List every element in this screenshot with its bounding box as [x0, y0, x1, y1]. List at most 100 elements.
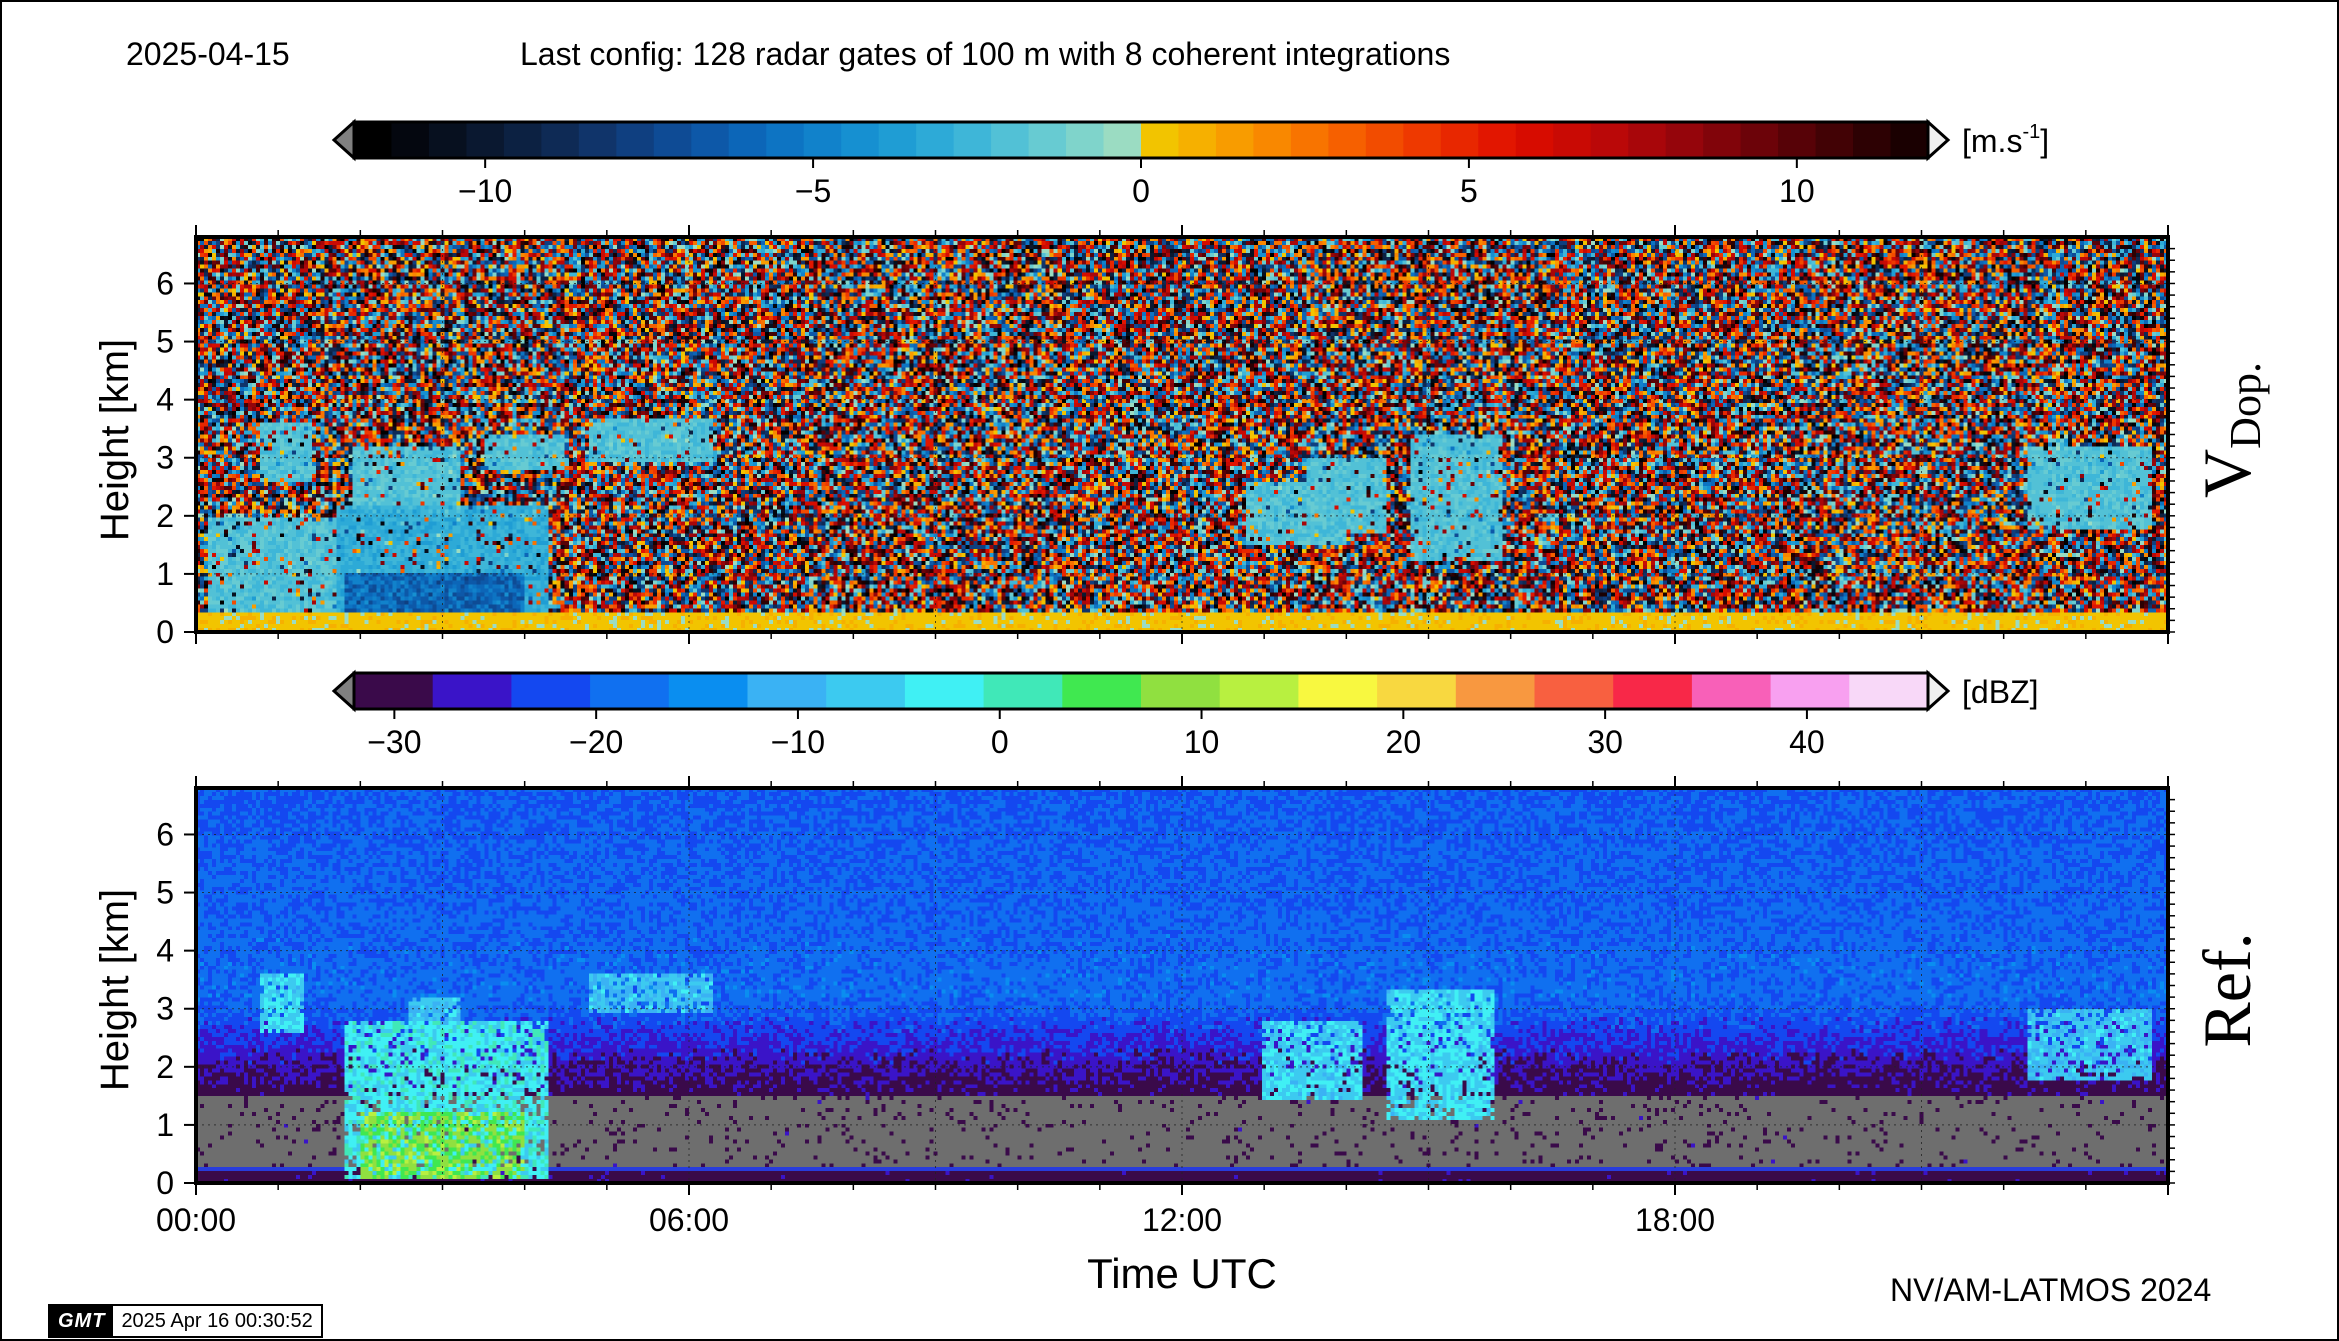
colorbar-cell	[1103, 122, 1142, 158]
colorbar-cell	[1377, 673, 1457, 709]
colorbar-tick-label: 5	[1460, 173, 1478, 209]
y-tick-label: 0	[156, 614, 174, 650]
y-tick-label: 0	[156, 1165, 174, 1201]
colorbar-cell	[668, 673, 749, 709]
colorbar-cell	[432, 673, 512, 709]
heatmap-image	[196, 788, 2168, 1183]
colorbar-cell	[1290, 122, 1329, 158]
doppler-ylabel: Height [km]	[93, 339, 137, 541]
colorbar-cell	[1298, 673, 1378, 709]
colorbar-cell	[878, 122, 917, 158]
colorbar-cell	[916, 122, 955, 158]
colorbar-cell	[826, 673, 906, 709]
colorbar-cell	[1613, 673, 1693, 709]
colorbar-cell	[1815, 122, 1854, 158]
colorbar-cell	[616, 122, 655, 158]
doppler-unit-base: [m.s	[1962, 123, 2022, 159]
x-tick-label: 00:00	[156, 1202, 236, 1238]
colorbar-cell	[691, 122, 730, 158]
doppler-colorbar: −10 −5 0 5 10 [m.s-1]	[331, 118, 2049, 209]
colorbar-cell	[991, 122, 1030, 158]
doppler-title-main: V	[2189, 449, 2265, 498]
colorbar-cell	[1740, 122, 1779, 158]
colorbar-cell	[1691, 673, 1772, 709]
colorbar-cell	[1770, 673, 1850, 709]
reflectivity-panel: 0 1 2 3 4 5 6 00:00 06:00 12:00 18:00 Height [km]…	[93, 776, 2265, 1297]
y-tick-label: 1	[156, 1107, 174, 1143]
y-tick-label: 2	[156, 498, 174, 534]
colorbar-cell	[1515, 122, 1554, 158]
colorbar-tick-label: 10	[1779, 173, 1815, 209]
colorbar-left-arrow	[331, 669, 356, 713]
colorbar-cell	[590, 673, 670, 709]
colorbar-cell	[1553, 122, 1592, 158]
colorbar-cell	[511, 673, 591, 709]
colorbar-cell	[1328, 122, 1367, 158]
reflectivity-panel-title: Ref.	[2189, 932, 2265, 1047]
colorbar-cell	[1365, 122, 1404, 158]
credit-label: NV/AM-LATMOS 2024	[1890, 1272, 2212, 1308]
colorbar-cell	[1849, 673, 1929, 709]
colorbar-cell	[578, 122, 617, 158]
colorbar-cell	[1253, 122, 1292, 158]
colorbar-cell	[354, 122, 393, 158]
y-tick-label: 3	[156, 440, 174, 476]
colorbar-tick-label: −10	[771, 724, 825, 760]
y-tick-label: 5	[156, 875, 174, 911]
gmt-time-text: 2025 Apr 16 00:30:52	[121, 1309, 313, 1332]
doppler-unit-label: [m.s-1]	[1962, 121, 2049, 159]
colorbar-right-arrow	[1926, 669, 1951, 713]
colorbar-tick-label: 40	[1789, 724, 1825, 760]
reflectivity-colorbar: −30 −20 −10 0 10 20 30 40 [dBZ]	[331, 669, 2038, 760]
colorbar-cell	[1628, 122, 1667, 158]
colorbar-tick-label: −30	[367, 724, 421, 760]
colorbar-right-arrow	[1926, 118, 1951, 162]
colorbar-tick-label: 10	[1184, 724, 1220, 760]
colorbar-cell	[1703, 122, 1742, 158]
colorbar-tick-label: −10	[458, 173, 512, 209]
colorbar-cell	[1478, 122, 1517, 158]
colorbar-cell	[803, 122, 842, 158]
colorbar-cell	[747, 673, 827, 709]
colorbar-cell	[541, 122, 580, 158]
colorbar-cell	[466, 122, 505, 158]
x-tick-label: 12:00	[1142, 1202, 1222, 1238]
colorbar-cell	[1062, 673, 1142, 709]
doppler-panel-title: VDop.	[2189, 362, 2270, 498]
colorbar-cell	[653, 122, 692, 158]
colorbar-cell	[983, 673, 1063, 709]
reflectivity-unit-label: [dBZ]	[1962, 674, 2038, 710]
gmt-timestamp: GMT 2025 Apr 16 00:30:52	[48, 1304, 323, 1338]
date-label: 2025-04-15	[126, 36, 290, 72]
colorbar-tick-label: 20	[1386, 724, 1422, 760]
heatmap-image	[196, 237, 2168, 632]
doppler-unit-close: ]	[2040, 123, 2049, 159]
colorbar-cell	[1665, 122, 1704, 158]
colorbar-cell	[1853, 122, 1892, 158]
colorbar-tick-label: −5	[795, 173, 831, 209]
y-tick-label: 4	[156, 933, 174, 969]
doppler-unit-exp: -1	[2022, 121, 2040, 143]
colorbar-cell	[841, 122, 880, 158]
colorbar-cell	[1403, 122, 1442, 158]
colorbar-cell	[953, 122, 992, 158]
colorbar-cell	[1440, 122, 1479, 158]
y-tick-label: 4	[156, 382, 174, 418]
x-tick-label: 06:00	[649, 1202, 729, 1238]
y-tick-label: 6	[156, 816, 174, 852]
colorbar-cell	[1066, 122, 1105, 158]
colorbar-tick-label: 30	[1587, 724, 1623, 760]
colorbar-cell	[428, 122, 468, 158]
reflectivity-xlabel: Time UTC	[1087, 1250, 1277, 1297]
colorbar-left-arrow	[331, 118, 356, 162]
colorbar-tick-label: 0	[1132, 173, 1150, 209]
colorbar-cell	[1455, 673, 1536, 709]
y-tick-label: 5	[156, 324, 174, 360]
colorbar-cell	[391, 122, 430, 158]
colorbar-tick-label: 0	[991, 724, 1009, 760]
x-tick-label: 18:00	[1635, 1202, 1715, 1238]
colorbar-cell	[904, 673, 985, 709]
colorbar-cell	[354, 673, 434, 709]
